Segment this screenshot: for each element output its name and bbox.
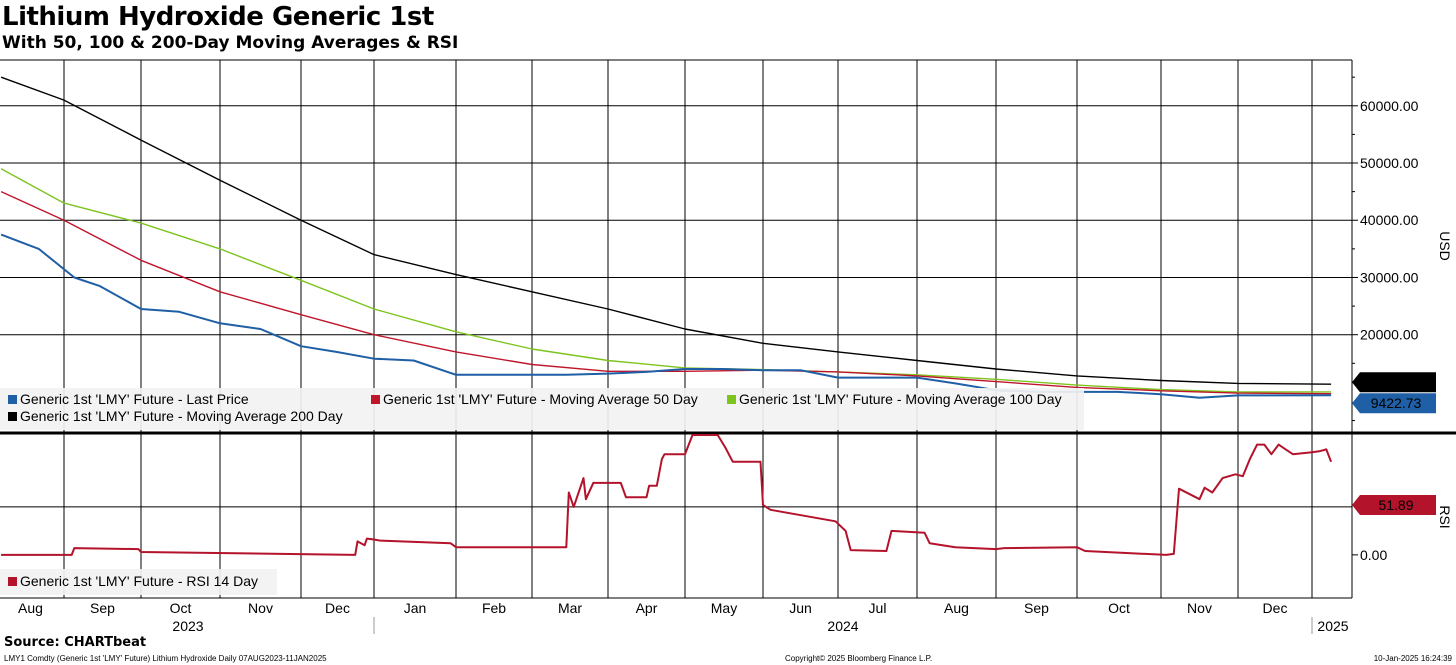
- x-year-label: 2024: [827, 618, 858, 634]
- rsi-line: [1, 434, 1333, 556]
- legend-label: Generic 1st 'LMY' Future - Moving Averag…: [20, 408, 343, 424]
- x-month-label: Aug: [944, 600, 969, 616]
- last-value-labels: 11350.76 9422.73 51.89: [1352, 372, 1436, 515]
- ma200-last-value-bg: [1352, 372, 1436, 393]
- legend-swatch: [8, 577, 17, 586]
- price-series-lines: [0, 76, 1332, 399]
- y-tick-label: 50000.00: [1360, 155, 1419, 171]
- last-price-value-bg: [1352, 393, 1436, 414]
- x-month-label: Oct: [170, 600, 192, 616]
- ma100-line: [0, 168, 1332, 393]
- rsi-axis-title: RSI: [1437, 505, 1453, 528]
- legend-swatch: [8, 412, 17, 421]
- x-month-label: Dec: [1263, 600, 1288, 616]
- ma200-line: [0, 76, 1332, 385]
- y-tick-label: 40000.00: [1360, 212, 1419, 228]
- rsi-series-lines: [1, 434, 1333, 556]
- ma50-line: [0, 190, 1332, 395]
- rsi-y-axis: 0.00 RSI: [1352, 505, 1453, 563]
- price-y-axis: 20000.00 30000.00 40000.00 50000.00 60000.00…: [1352, 76, 1453, 422]
- x-month-label: Nov: [248, 600, 273, 616]
- y-axis-title: USD: [1437, 231, 1453, 261]
- chart-title: Lithium Hydroxide Generic 1st: [2, 2, 434, 32]
- chart-subtitle: With 50, 100 & 200-Day Moving Averages &…: [2, 33, 459, 53]
- last-price-line: [0, 233, 1332, 399]
- footer-timestamp: 10-Jan-2025 16:24:39: [1373, 654, 1452, 663]
- grid: [0, 59, 1456, 599]
- y-tick-label: 20000.00: [1360, 327, 1419, 343]
- legend-swatch: [727, 395, 736, 404]
- x-month-label: Feb: [482, 600, 506, 616]
- x-month-label: Dec: [325, 600, 350, 616]
- footer-copyright: Copyright© 2025 Bloomberg Finance L.P.: [785, 654, 933, 663]
- legend-swatch: [371, 395, 380, 404]
- x-month-label: Jan: [404, 600, 427, 616]
- x-month-label: Apr: [636, 600, 658, 616]
- x-month-label: Mar: [558, 600, 582, 616]
- legend-label: Generic 1st 'LMY' Future - Last Price: [20, 391, 249, 407]
- legend-label: Generic 1st 'LMY' Future - Moving Averag…: [383, 391, 698, 407]
- x-month-label: Aug: [18, 600, 43, 616]
- x-year-label: 2023: [172, 618, 203, 634]
- source-note: Source: CHARTbeat: [4, 635, 147, 650]
- x-month-label: Sep: [90, 600, 115, 616]
- y-tick-label: 60000.00: [1360, 98, 1419, 114]
- legend-swatch: [8, 395, 17, 404]
- x-month-label: Sep: [1024, 600, 1049, 616]
- legend-label: Generic 1st 'LMY' Future - RSI 14 Day: [20, 573, 258, 589]
- x-month-label: Jun: [789, 600, 812, 616]
- x-year-label: 2025: [1317, 618, 1348, 634]
- rsi-last-value-bg: [1352, 494, 1436, 515]
- x-month-label: Oct: [1108, 600, 1130, 616]
- x-month-label: May: [711, 600, 737, 616]
- rsi-legend-background: [0, 569, 277, 595]
- ma200-last-value: 11350.76: [1367, 374, 1425, 390]
- rsi-last-value: 51.89: [1378, 497, 1413, 513]
- y-tick-label: 30000.00: [1360, 269, 1419, 285]
- y-tick-label: 0.00: [1360, 547, 1387, 563]
- x-axis: Aug Sep Oct Nov Dec Jan Feb Mar Apr May Jun Jul Aug S…: [18, 600, 1349, 634]
- x-month-label: Nov: [1187, 600, 1212, 616]
- x-month-label: Jul: [869, 600, 887, 616]
- price-legend-background: [0, 388, 1084, 430]
- legends: Generic 1st 'LMY' Future - Last Price Gen…: [0, 388, 1084, 595]
- legend-label: Generic 1st 'LMY' Future - Moving Averag…: [739, 391, 1062, 407]
- footer-ticker-info: LMY1 Comdty (Generic 1st 'LMY' Future) L…: [4, 654, 327, 663]
- last-price-value: 9422.73: [1371, 395, 1422, 411]
